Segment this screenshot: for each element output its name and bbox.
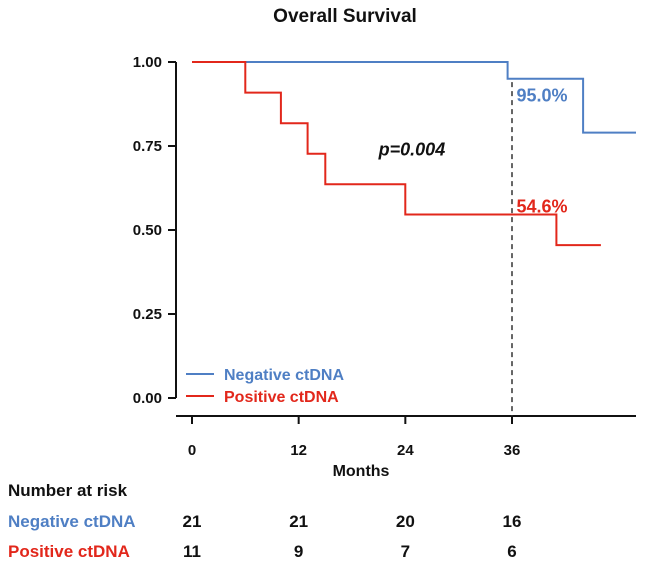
risk-table-title: Number at risk (8, 481, 128, 500)
risk-value: 16 (502, 512, 522, 531)
legend-label: Positive ctDNA (224, 389, 339, 406)
risk-value: 7 (400, 542, 411, 561)
annotations: 95.0% 54.6% p=0.004 (378, 86, 568, 217)
series-line-negative-ctdna (192, 61, 636, 134)
y-tick-label: 1.00 (133, 54, 162, 71)
series-group (192, 61, 636, 247)
y-tick-label: 0.50 (133, 222, 162, 239)
x-tick-label: 12 (290, 442, 307, 459)
y-tick-label: 0.00 (133, 390, 162, 407)
chart-title: Overall Survival (273, 6, 417, 27)
series-line-positive-ctdna (192, 61, 601, 247)
x-tick-label: 36 (504, 442, 521, 459)
risk-value: 9 (293, 542, 304, 561)
risk-value: 20 (395, 512, 415, 531)
x-tick-label: 24 (397, 442, 414, 459)
x-axis-label: Months (333, 463, 390, 480)
risk-value: 6 (507, 542, 517, 561)
risk-value: 11 (183, 542, 201, 561)
survival-percent-annotation: 95.0% (516, 86, 567, 106)
y-tick-label: 0.25 (133, 306, 162, 323)
risk-row-label: Positive ctDNA (8, 542, 130, 561)
legend-label: Negative ctDNA (224, 367, 344, 384)
y-ticks: 0.00 0.25 0.50 0.75 1.00 (133, 54, 176, 407)
p-value-annotation: p=0.004 (378, 139, 446, 159)
x-ticks: 0 12 24 36 (188, 416, 521, 459)
legend: Negative ctDNA Positive ctDNA (186, 367, 344, 406)
x-tick-label: 0 (188, 442, 196, 459)
risk-value: 21 (289, 512, 309, 531)
risk-value: 21 (182, 512, 202, 531)
risk-row-label: Negative ctDNA (8, 512, 136, 531)
y-tick-label: 0.75 (133, 138, 162, 155)
survival-percent-annotation: 54.6% (516, 196, 567, 216)
